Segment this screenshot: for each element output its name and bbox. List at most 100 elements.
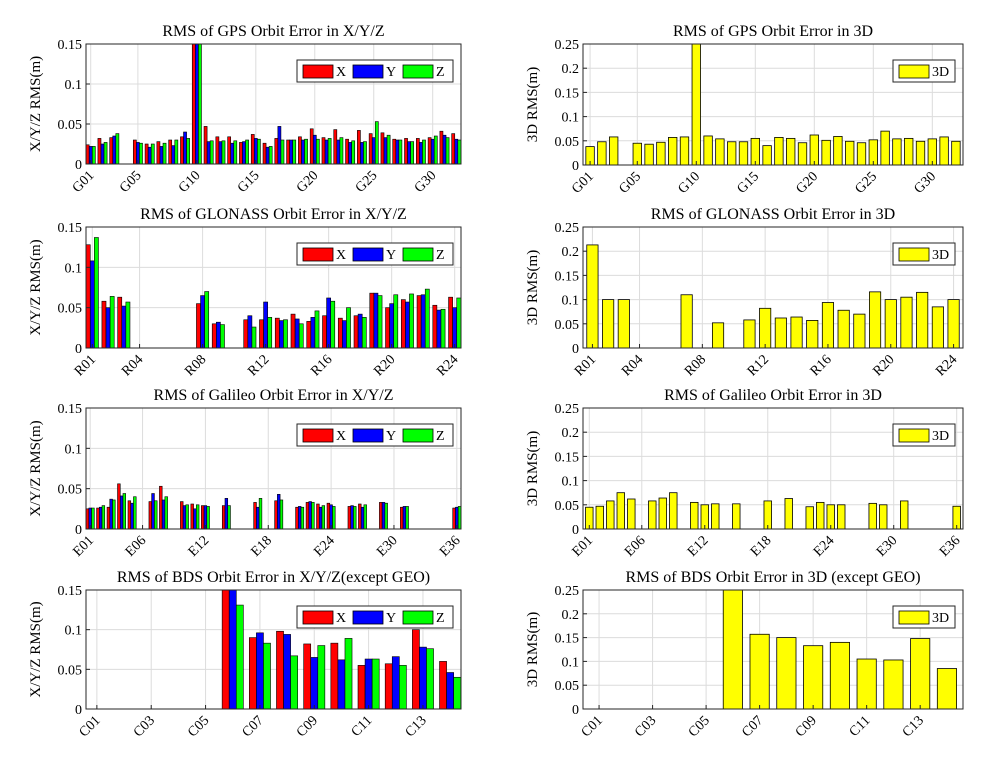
bar-Y-E29	[381, 502, 386, 530]
y-axis-label: 3D RMS(m)	[525, 250, 541, 325]
legend: X Y Z	[296, 605, 454, 629]
bar-X-G03	[109, 137, 114, 165]
bar-Z-R01	[94, 237, 99, 349]
bar-X-G14	[239, 142, 243, 165]
bar-X-R23	[432, 304, 438, 349]
legend-label-Z: Z	[436, 429, 445, 444]
bar-3D-G10	[691, 43, 701, 166]
bar-3D-E03	[606, 500, 615, 530]
bar-Y-C06	[228, 589, 237, 710]
bar-Y-R01	[89, 260, 95, 349]
bar-Z-G24	[363, 141, 367, 165]
x-tick-label: R12	[245, 352, 272, 379]
bar-3D-E09	[669, 492, 678, 530]
y-axis-label: X/Y/Z RMS(m)	[28, 420, 44, 516]
bar-Z-G13	[233, 140, 238, 165]
bar-Z-G01	[91, 146, 96, 165]
bar-X-E14	[221, 505, 226, 530]
y-tick-label: 0.25	[555, 402, 580, 417]
bar-Z-C09	[317, 645, 326, 710]
bar-Z-C14	[453, 676, 462, 710]
chart-title: RMS of GPS Orbit Error in X/Y/Z	[162, 23, 384, 40]
legend: 3D	[892, 242, 956, 266]
bar-3D-G03	[609, 136, 619, 166]
bar-X-G24	[357, 130, 361, 165]
bar-X-E01	[85, 508, 90, 530]
bar-Z-G21	[327, 138, 332, 165]
bar-X-R21	[400, 299, 406, 349]
bar-Z-G17	[280, 139, 285, 165]
panel-bds_3d: 0 0.05 0.1 0.15 0.2 0.25 C01 C03 C05 C07 C09 C11 C13…	[525, 569, 964, 740]
legend-swatch-X	[302, 64, 334, 79]
y-tick-label: 0.1	[562, 294, 580, 309]
legend-label-X: X	[336, 65, 346, 80]
bar-X-R15	[306, 321, 312, 349]
bar-Z-G03	[115, 133, 120, 165]
bar-Z-G20	[316, 138, 320, 165]
bar-Y-E26	[350, 505, 354, 530]
legend-label-Y: Y	[386, 611, 396, 626]
bar-3D-E11	[690, 501, 699, 530]
bar-X-E04	[117, 483, 121, 530]
bar-Y-R22	[420, 294, 426, 349]
legend-swatch-Z	[402, 64, 434, 79]
bar-Z-R17	[346, 307, 351, 349]
bar-Z-R08	[204, 291, 210, 349]
y-tick-label: 0	[572, 159, 579, 174]
bar-Y-E31	[402, 506, 407, 530]
bar-Z-G31	[445, 137, 450, 165]
x-tick-label: G25	[353, 168, 381, 196]
bar-3D-R03	[617, 299, 630, 349]
bar-Z-G28	[410, 141, 415, 165]
bar-Y-G28	[407, 141, 411, 165]
bar-3D-E28	[868, 502, 877, 530]
legend-swatch-Y	[352, 64, 384, 79]
chart-title: RMS of GLONASS Orbit Error in X/Y/Z	[140, 206, 407, 223]
bar-3D-R02	[602, 299, 615, 349]
bar-X-C10	[330, 642, 339, 710]
x-tick-label: R16	[308, 352, 335, 379]
bar-3D-C10	[829, 641, 850, 710]
bar-3D-R15	[806, 320, 819, 349]
legend: 3D	[892, 59, 956, 83]
bar-3D-R21	[900, 296, 913, 349]
bar-Z-E04	[122, 493, 126, 530]
bar-Z-E22	[311, 502, 315, 530]
bar-X-E05	[127, 500, 132, 530]
x-tick-label: R20	[371, 352, 398, 379]
bar-X-G21	[321, 137, 326, 165]
bar-Y-E04	[119, 495, 124, 530]
bar-Z-G19	[304, 138, 308, 165]
x-tick-label: C11	[847, 713, 874, 740]
x-tick-label: R04	[119, 352, 146, 379]
bar-3D-C08	[776, 637, 797, 710]
legend-swatch-Y	[352, 610, 384, 625]
y-tick-label: 0.05	[555, 679, 580, 694]
bar-3D-G26	[880, 130, 890, 166]
legend-swatch-3D	[898, 428, 930, 443]
bar-3D-G22	[833, 136, 843, 166]
bar-Y-E03	[109, 498, 113, 530]
legend: X Y Z	[296, 242, 454, 266]
bar-X-E07	[148, 501, 152, 530]
y-axis-label: 3D RMS(m)	[525, 612, 541, 687]
bar-Z-E01	[91, 507, 95, 530]
bar-Y-C10	[337, 659, 346, 710]
x-tick-label: R08	[682, 352, 709, 379]
y-tick-label: 0	[75, 158, 82, 173]
legend: X Y Z	[296, 423, 454, 447]
bar-X-E24	[326, 502, 331, 530]
y-tick-label: 0	[75, 342, 82, 357]
x-tick-label: R24	[933, 352, 960, 379]
bar-3D-C11	[856, 658, 877, 710]
legend-swatch-Y	[352, 247, 384, 262]
bar-Z-G06	[150, 143, 155, 165]
y-tick-label: 0.15	[58, 221, 83, 236]
bar-Z-E10	[185, 504, 189, 530]
bar-X-C08	[276, 630, 284, 710]
bar-3D-R07	[680, 294, 693, 349]
bar-Z-G30	[433, 135, 438, 165]
bar-Z-R15	[314, 310, 320, 349]
y-tick-label: 0.2	[562, 608, 580, 623]
